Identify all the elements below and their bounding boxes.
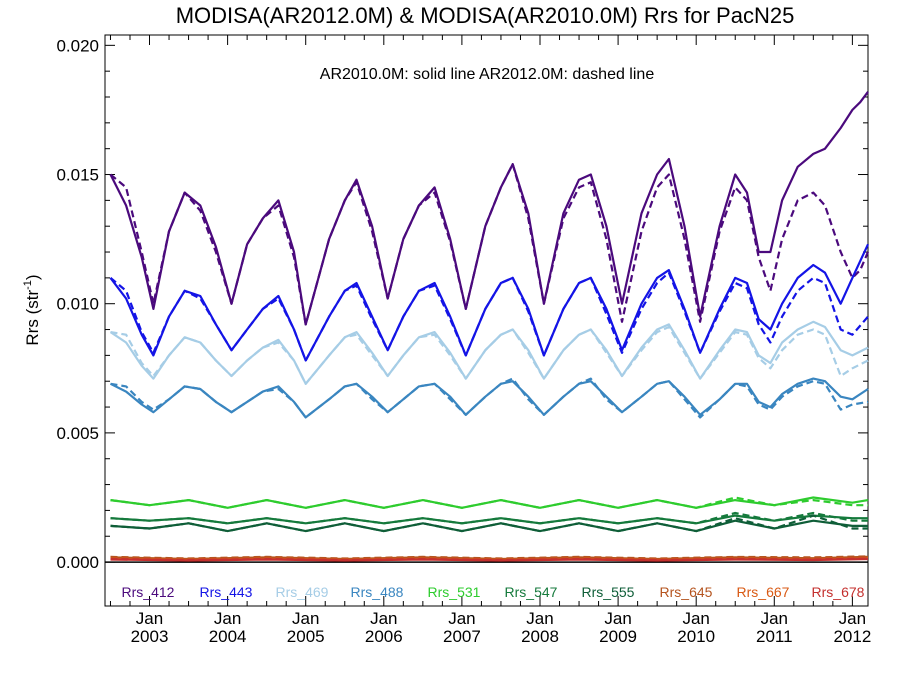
y-tick-label: 0.020 xyxy=(56,36,99,55)
x-tick-label-month: Jan xyxy=(136,609,163,628)
x-tick-label-year: 2010 xyxy=(677,627,715,646)
legend-entry: Rrs_443 xyxy=(200,584,253,600)
legend-entry: Rrs_667 xyxy=(737,584,790,600)
x-tick-label-year: 2007 xyxy=(443,627,481,646)
x-tick-label-month: Jan xyxy=(370,609,397,628)
series-line-dashed-rrs-678 xyxy=(110,557,869,562)
x-tick-label-year: 2006 xyxy=(365,627,403,646)
series-line-dashed-rrs-531 xyxy=(110,496,868,509)
series-lines xyxy=(109,91,870,562)
x-tick-label-year: 2003 xyxy=(131,627,169,646)
x-tick-label-month: Jan xyxy=(292,609,319,628)
series-line-dashed-rrs-469 xyxy=(110,325,869,385)
chart-title: MODISA(AR2012.0M) & MODISA(AR2010.0M) Rr… xyxy=(176,3,795,28)
y-axis-label-close: ) xyxy=(23,274,42,280)
x-tick-label-month: Jan xyxy=(761,609,788,628)
y-axis-label-text: Rrs (str xyxy=(23,290,42,346)
legend-entry: Rrs_531 xyxy=(428,584,481,600)
legend-entry: Rrs_547 xyxy=(505,584,558,600)
y-tick-label: 0.000 xyxy=(56,553,99,572)
chart-subtitle: AR2010.0M: solid line AR2012.0M: dashed … xyxy=(320,66,655,83)
legend-entry: Rrs_488 xyxy=(351,584,404,600)
legend-entry: Rrs_645 xyxy=(660,584,713,600)
x-tick-label-month: Jan xyxy=(839,609,866,628)
series-line-solid-rrs-469 xyxy=(109,320,869,385)
series-line-dashed-rrs-555 xyxy=(110,514,868,533)
series-line-dashed-rrs-412 xyxy=(109,163,870,326)
x-tick-label-month: Jan xyxy=(448,609,475,628)
y-tick-label: 0.005 xyxy=(56,424,99,443)
legend-entry: Rrs_469 xyxy=(276,584,329,600)
series-line-solid-rrs-547 xyxy=(110,514,868,525)
series-line-solid-rrs-443 xyxy=(109,243,869,362)
plot-area-frame xyxy=(104,34,869,607)
x-tick-label-year: 2012 xyxy=(833,627,871,646)
x-tick-label-month: Jan xyxy=(604,609,631,628)
x-tick-label-month: Jan xyxy=(682,609,709,628)
x-tick-label-year: 2005 xyxy=(287,627,325,646)
legend-entry: Rrs_678 xyxy=(812,584,865,600)
x-tick-label-month: Jan xyxy=(214,609,241,628)
y-tick-label: 0.015 xyxy=(56,166,99,185)
x-tick-label-year: 2008 xyxy=(521,627,559,646)
series-line-dashed-rrs-443 xyxy=(109,271,869,362)
series-line-solid-rrs-412 xyxy=(109,91,869,326)
series-line-dashed-rrs-488 xyxy=(110,377,869,419)
x-tick-label-month: Jan xyxy=(526,609,553,628)
x-tick-label-year: 2011 xyxy=(756,627,793,646)
y-tick-label: 0.010 xyxy=(56,295,99,314)
axis-ticks: 0.0000.0050.0100.0150.020Jan2003Jan2004J… xyxy=(56,35,871,646)
legend-entry: Rrs_412 xyxy=(122,584,175,600)
x-tick-label-year: 2009 xyxy=(599,627,637,646)
legend: Rrs_412 Rrs_443 Rrs_469 Rrs_488 Rrs_531 Rrs_5… xyxy=(122,584,865,600)
x-tick-label-year: 2004 xyxy=(209,627,247,646)
y-axis-label-sup: -1 xyxy=(22,280,34,290)
legend-entry: Rrs_555 xyxy=(582,584,635,600)
y-axis-label: Rrs (str-1) xyxy=(22,274,42,345)
